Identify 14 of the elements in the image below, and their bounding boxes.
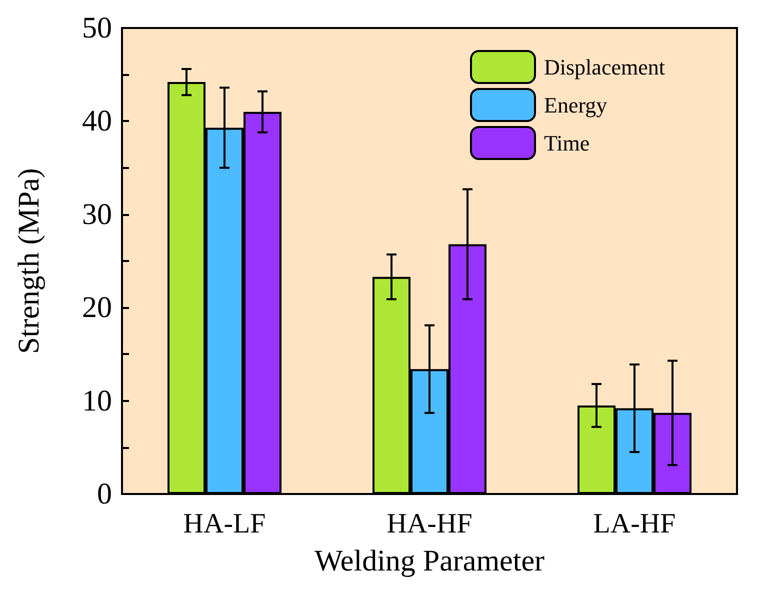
y-axis-title: Strength (MPa) (12, 168, 46, 354)
y-tick-label: 20 (82, 291, 112, 324)
legend-label: Energy (544, 92, 608, 118)
x-tick-label: LA-HF (593, 508, 676, 540)
y-tick-label: 50 (82, 12, 112, 44)
legend-label: Displacement (544, 54, 665, 80)
y-tick-label: 40 (82, 104, 112, 138)
x-tick-label: HA-HF (386, 508, 472, 540)
legend-label: Time (544, 130, 590, 156)
y-tick-label: 30 (82, 198, 112, 231)
x-tick-label: HA-LF (183, 508, 266, 540)
y-tick-label: 0 (97, 478, 112, 510)
y-tick-label: 10 (82, 384, 112, 418)
x-axis-title: Welding Parameter (314, 544, 545, 578)
